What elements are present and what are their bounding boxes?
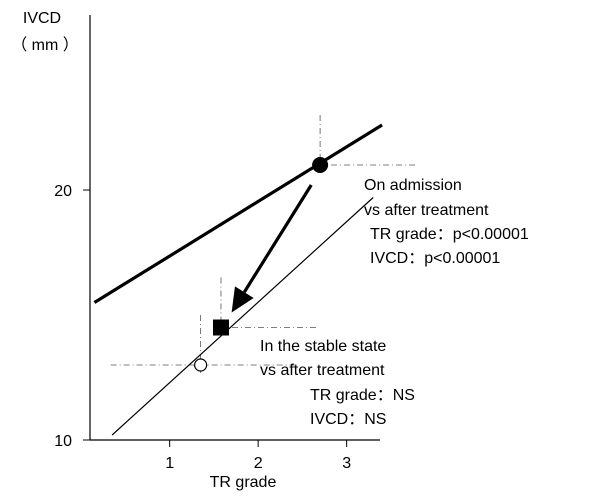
guide-lines-group: [110, 115, 416, 373]
annotation-admission: On admission vs after treatment TR grade…: [364, 177, 529, 267]
y-tick-label: 20: [54, 183, 72, 200]
series-line-thin: [111, 197, 374, 436]
annotation-stable-line-1: In the stable state: [260, 338, 386, 355]
point-filled-circle: [312, 157, 329, 173]
ticks-group: 1 2 3 10 20: [54, 183, 351, 472]
series-line-thick: [93, 123, 383, 304]
point-filled-square: [212, 319, 229, 336]
point-open-circle: [194, 358, 208, 372]
annotation-stable-line-3: TR grade：NS: [310, 387, 415, 404]
x-axis-label: TR grade: [210, 474, 277, 491]
annotation-stable-line-2: vs after treatment: [260, 362, 385, 379]
annotation-admission-line-1: On admission: [364, 177, 462, 194]
annotation-stable-line-4: IVCD：NS: [310, 411, 386, 428]
x-tick-label: 3: [342, 455, 351, 472]
points-group: [194, 157, 329, 372]
y-tick-label: 10: [54, 433, 72, 450]
x-tick-label: 2: [254, 455, 263, 472]
arrow-shaft: [242, 184, 313, 293]
annotation-admission-line-3: TR grade：p<0.00001: [370, 226, 529, 243]
arrow-head: [231, 286, 254, 313]
y-axis-label: IVCD: [23, 10, 61, 27]
annotation-admission-line-2: vs after treatment: [364, 202, 489, 219]
y-axis-unit: （ mm ）: [11, 36, 79, 54]
arrow-group: [231, 184, 313, 313]
annotation-stable: In the stable state vs after treatment T…: [260, 338, 415, 428]
x-tick-label: 1: [165, 455, 174, 472]
annotation-admission-line-4: IVCD：p<0.00001: [370, 250, 500, 267]
series-group: [93, 123, 383, 436]
